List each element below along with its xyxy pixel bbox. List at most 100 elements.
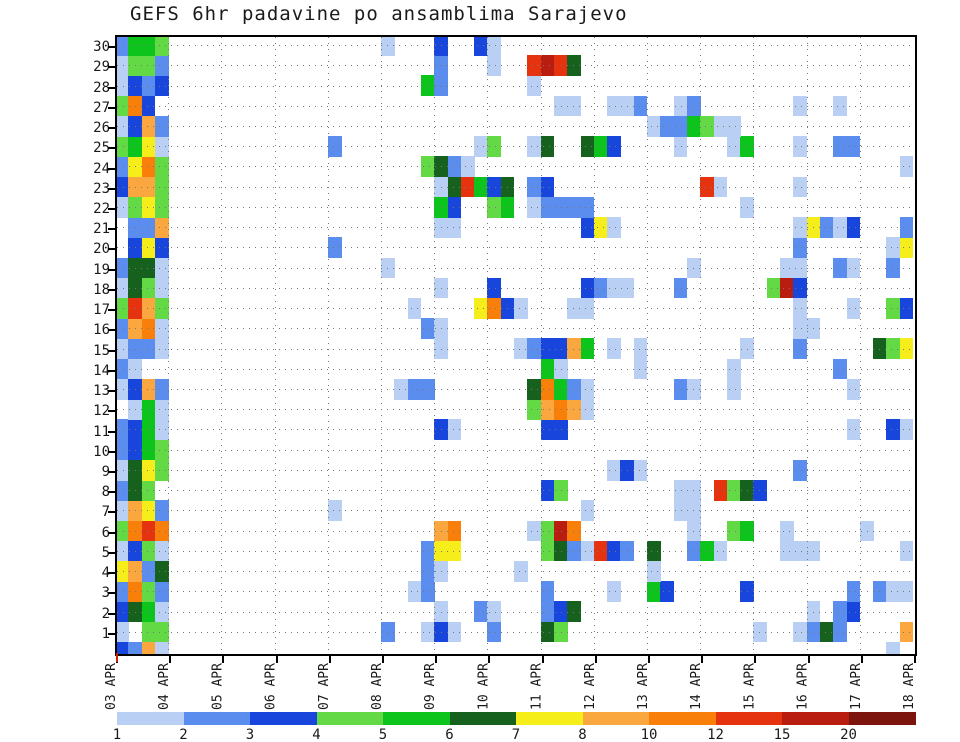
gridline-horizontal <box>117 206 915 208</box>
gridline-horizontal <box>117 550 915 552</box>
gridline-vertical <box>859 37 861 654</box>
y-axis-tick-label: 23 <box>93 180 110 197</box>
colorbar-label: 2 <box>179 727 188 742</box>
y-axis-tick-label: 12 <box>93 403 110 420</box>
heatmap-cell <box>128 37 143 56</box>
gridline-horizontal <box>117 389 915 391</box>
y-axis-tick <box>108 288 117 291</box>
y-axis-tick <box>108 390 117 392</box>
x-axis-tick <box>275 654 278 663</box>
gridline-horizontal <box>117 611 915 613</box>
origin-marker-tick <box>116 653 118 662</box>
x-axis-tick <box>648 654 650 663</box>
gridline-vertical <box>806 37 808 654</box>
x-axis-tick-label: 14 APR <box>689 663 705 710</box>
y-axis-tick-label: 17 <box>93 302 110 319</box>
gridline-vertical <box>434 37 436 654</box>
x-axis-tick <box>328 654 331 663</box>
y-axis-tick-label: 21 <box>93 221 110 238</box>
colorbar-label: 3 <box>245 727 255 742</box>
chart-title: GEFS 6hr padavine po ansamblima Sarajevo <box>130 3 628 25</box>
y-axis-tick <box>108 329 117 332</box>
heatmap-cell <box>154 37 169 56</box>
y-axis-tick <box>108 511 117 514</box>
y-axis-tick-label: 24 <box>93 160 110 177</box>
colorbar-label: 7 <box>511 727 521 742</box>
gridline-horizontal <box>117 65 915 67</box>
y-axis-tick-label: 4 <box>101 565 110 582</box>
colorbar-segment <box>117 712 184 725</box>
gridline-horizontal <box>117 287 915 289</box>
gridline-vertical <box>753 37 755 654</box>
y-axis-tick <box>108 470 117 473</box>
colorbar-segment <box>782 712 849 725</box>
y-axis-tick-label: 2 <box>101 605 110 622</box>
colorbar-label: 5 <box>378 727 388 742</box>
colorbar-label: 20 <box>840 727 857 742</box>
y-axis-tick <box>108 46 117 49</box>
gridline-vertical <box>381 37 382 654</box>
x-axis-tick <box>541 654 544 663</box>
x-axis-tick-label: 17 APR <box>848 663 864 710</box>
y-axis-tick <box>108 86 117 89</box>
x-axis-tick-label: 16 APR <box>795 663 811 710</box>
gridline-horizontal <box>117 166 915 168</box>
x-axis-tick <box>860 654 863 663</box>
gridline-horizontal <box>117 247 915 249</box>
y-axis-tick-label: 29 <box>93 59 110 76</box>
y-axis-tick <box>108 187 117 190</box>
y-axis-tick-label: 28 <box>93 79 110 96</box>
heatmap-plot <box>115 35 917 656</box>
y-axis-tick-label: 7 <box>101 504 110 521</box>
gridline-vertical <box>647 37 648 654</box>
gridline-horizontal <box>117 186 915 188</box>
x-axis-tick-label: 08 APR <box>370 663 385 710</box>
heatmap-cell <box>434 37 448 56</box>
gridline-vertical <box>593 37 595 654</box>
x-axis-tick <box>701 654 704 663</box>
y-axis-tick-label: 20 <box>93 241 110 258</box>
x-axis-tick-label: 05 APR <box>210 663 226 710</box>
y-axis-tick <box>108 248 117 251</box>
gridline-horizontal <box>117 126 915 128</box>
x-axis-tick <box>488 654 491 663</box>
gridline-horizontal <box>117 409 915 411</box>
heatmap-cell <box>487 37 502 56</box>
y-axis-tick <box>108 147 117 150</box>
colorbar-segment <box>582 712 650 725</box>
gridline-horizontal <box>117 45 915 47</box>
x-axis-tick-label: 07 APR <box>316 663 332 710</box>
y-axis-tick-label: 8 <box>101 484 110 501</box>
gridline-horizontal <box>117 510 915 512</box>
colorbar-segment <box>316 712 384 725</box>
x-axis-tick-label: 10 APR <box>476 663 492 710</box>
gridline-horizontal <box>117 490 915 492</box>
y-axis-tick <box>108 450 117 453</box>
colorbar-label: 15 <box>773 727 791 742</box>
y-axis-tick-label: 1 <box>101 625 110 642</box>
colorbar-segment <box>715 712 783 725</box>
y-axis-tick <box>108 430 117 433</box>
gridline-vertical <box>487 37 489 654</box>
gridline-vertical <box>540 37 542 654</box>
y-axis-tick-label: 11 <box>93 423 110 440</box>
y-axis-tick-label: 30 <box>93 39 110 56</box>
y-axis-tick <box>108 369 117 372</box>
y-axis-tick <box>108 208 117 210</box>
gridline-horizontal <box>117 469 915 471</box>
y-axis-tick <box>108 491 117 494</box>
gridline-horizontal <box>117 85 915 87</box>
y-axis-tick <box>108 309 117 312</box>
x-axis-tick-label: 13 APR <box>636 663 651 710</box>
gridline-horizontal <box>117 348 915 350</box>
gridline-vertical <box>327 37 329 654</box>
gridline-vertical <box>700 37 702 654</box>
heatmap-cell <box>128 641 143 654</box>
gridline-horizontal <box>117 591 915 593</box>
x-axis-tick <box>435 654 438 663</box>
gridline-horizontal <box>117 146 915 148</box>
colorbar-segment <box>250 712 317 725</box>
heatmap-cell <box>141 37 156 56</box>
y-axis-tick <box>108 531 117 534</box>
colorbar-segment <box>383 712 450 725</box>
